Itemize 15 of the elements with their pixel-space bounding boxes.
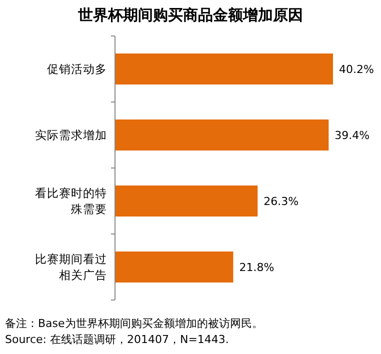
- bar: [115, 53, 333, 85]
- data-label: 21.8%: [239, 261, 274, 274]
- bar: [115, 119, 329, 151]
- bar: [115, 251, 234, 283]
- y-tick-label: 比赛期间看过相关广告: [35, 252, 107, 282]
- y-tick-label: 实际需求增加: [35, 128, 107, 142]
- data-label: 40.2%: [339, 63, 374, 76]
- y-tick-label: 看比赛时的特殊需要: [35, 186, 107, 216]
- data-label: 26.3%: [264, 195, 299, 208]
- text: 备注：Base为世界杯期间购买金额增加的被访网民。: [5, 317, 263, 330]
- chart-title: 世界杯期间购买商品金额增加原因: [77, 6, 303, 24]
- bar: [115, 185, 258, 217]
- data-label: 39.4%: [334, 129, 370, 142]
- source-note: Source: 在线话题调研，201407，N=1443.: [5, 333, 229, 346]
- y-tick-label: 促销活动多: [47, 62, 107, 76]
